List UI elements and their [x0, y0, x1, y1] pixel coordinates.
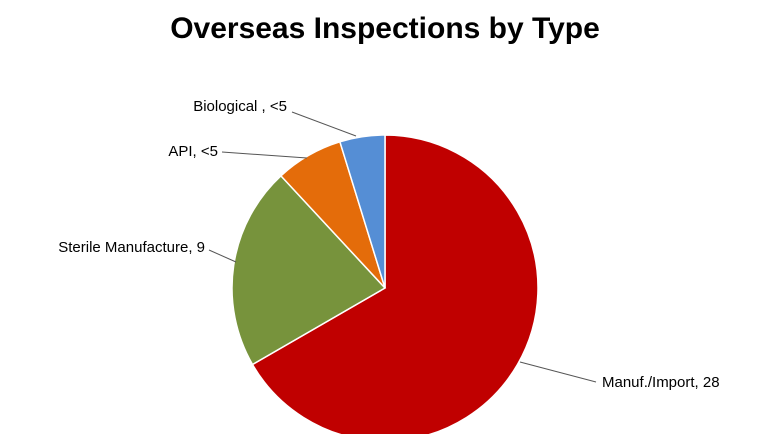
data-label: Sterile Manufacture, 9 [58, 239, 205, 256]
data-label: Manuf./Import, 28 [602, 374, 720, 391]
leader-line [221, 151, 308, 159]
pie-slice [338, 134, 386, 289]
pie-slice [231, 174, 387, 366]
data-label: Biological , <5 [193, 98, 287, 115]
pie-slice [251, 134, 539, 434]
data-label: API, <5 [168, 143, 218, 160]
chart-title: Overseas Inspections by Type [170, 12, 600, 45]
leader-line [519, 361, 597, 383]
leader-line [208, 249, 237, 263]
leader-line [291, 111, 357, 137]
